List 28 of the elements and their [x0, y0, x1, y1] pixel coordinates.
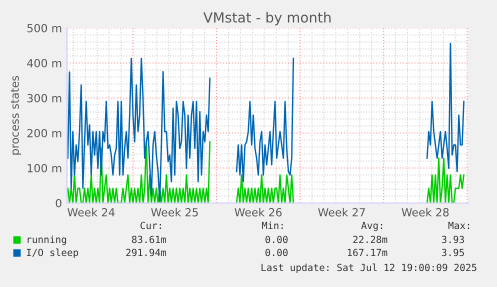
text: 3.95: [442, 248, 464, 256]
y-axis-title: process states: [10, 76, 22, 155]
legend-label: I/O sleep: [26, 248, 78, 258]
legend-label: running: [28, 236, 66, 246]
text: 22.28m: [353, 236, 388, 244]
x-tick-label: Week 28: [402, 208, 449, 216]
y-tick-label: 500 m: [27, 24, 62, 32]
text: 3.93: [442, 236, 464, 244]
y-tick-label: 200 m: [27, 128, 62, 138]
y-tick-label: 400 m: [27, 58, 62, 68]
x-tick-label: Week 25: [151, 208, 198, 216]
y-tick-label: 100 m: [28, 164, 62, 172]
text: Cur:: [140, 222, 161, 230]
text: Max:: [448, 222, 470, 230]
text: Avg:: [361, 222, 382, 232]
x-tick-label: Week 26: [234, 208, 282, 216]
text: 291.94m: [126, 248, 166, 256]
chart-title: VMstat - by month: [203, 12, 331, 26]
text: 0.00: [265, 248, 288, 256]
x-tick-label: Week 27: [318, 208, 365, 216]
text: Min:: [262, 222, 283, 229]
text: 167.17m: [348, 248, 388, 256]
y-tick-label: 300 m: [27, 94, 62, 102]
text: 0.00: [265, 236, 288, 244]
text: 83.61m: [132, 236, 166, 244]
text: Last update: Sat Jul 12 19:00:09 2025: [262, 264, 476, 274]
x-tick-label: Week 24: [68, 208, 115, 216]
y-tick-label: 0: [56, 198, 62, 208]
